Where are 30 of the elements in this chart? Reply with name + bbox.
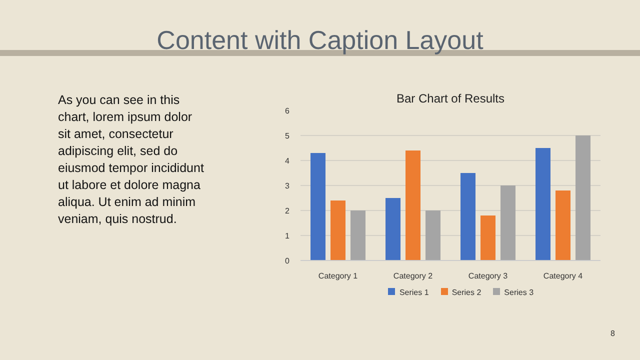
x-tick-label: Category 4 (543, 272, 584, 280)
legend-label: Series 2 (452, 288, 482, 297)
bar (406, 150, 420, 260)
y-tick-label: 6 (285, 106, 290, 116)
y-tick-label: 0 (285, 256, 290, 266)
y-tick-label: 3 (285, 182, 290, 190)
x-tick-label: Category 2 (393, 272, 434, 280)
x-tick-label: Category 1 (318, 272, 358, 280)
chart-title: Bar Chart of Results (396, 92, 505, 106)
bar (330, 200, 346, 260)
bar (350, 210, 366, 260)
bar (310, 153, 326, 260)
bar (536, 148, 550, 260)
bar (460, 173, 476, 260)
legend-label: Series 1 (399, 288, 429, 297)
text: 8 (610, 328, 615, 340)
text: Content with Caption Layout (0, 0, 640, 56)
bar (480, 216, 496, 260)
y-tick-label: 1 (285, 232, 290, 240)
bar (500, 186, 516, 260)
legend-label: Series 3 (504, 288, 534, 297)
text: As you can see in this chart, lorem ipsum dolor sit amet, consectetur adipiscing elit, sed do eiusmod tempor incididunt ut labore et dolore magna aliqua. Ut enim ad minim veniam, quis nostrud. (57, 92, 205, 228)
x-tick-label: Category 3 (468, 272, 508, 280)
y-tick-label: 4 (285, 156, 290, 166)
bar (556, 190, 570, 260)
y-tick-label: 2 (285, 206, 290, 216)
y-tick-label: 5 (285, 132, 290, 140)
bar (426, 210, 440, 260)
bar (576, 136, 590, 260)
bar (386, 198, 400, 260)
